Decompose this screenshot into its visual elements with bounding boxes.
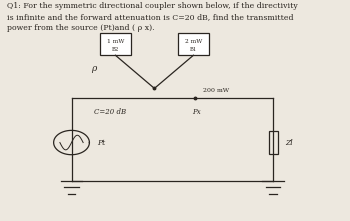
Text: Px: Px bbox=[192, 108, 201, 116]
Bar bbox=[100, 33, 131, 55]
Text: Zl: Zl bbox=[285, 139, 293, 147]
Text: B1: B1 bbox=[190, 47, 197, 51]
Text: Q1: For the symmetric directional coupler shown below, if the directivity
is inf: Q1: For the symmetric directional couple… bbox=[7, 2, 297, 32]
Text: 2 mW: 2 mW bbox=[185, 39, 202, 44]
Bar bbox=[268, 131, 278, 154]
Bar bbox=[178, 33, 209, 55]
Text: C=20 dB: C=20 dB bbox=[94, 108, 126, 116]
Text: Pt: Pt bbox=[98, 139, 106, 147]
Text: 1 mW: 1 mW bbox=[107, 39, 124, 44]
Text: 200 mW: 200 mW bbox=[203, 88, 229, 93]
Text: ρ: ρ bbox=[91, 64, 97, 73]
Text: B2: B2 bbox=[112, 47, 119, 51]
